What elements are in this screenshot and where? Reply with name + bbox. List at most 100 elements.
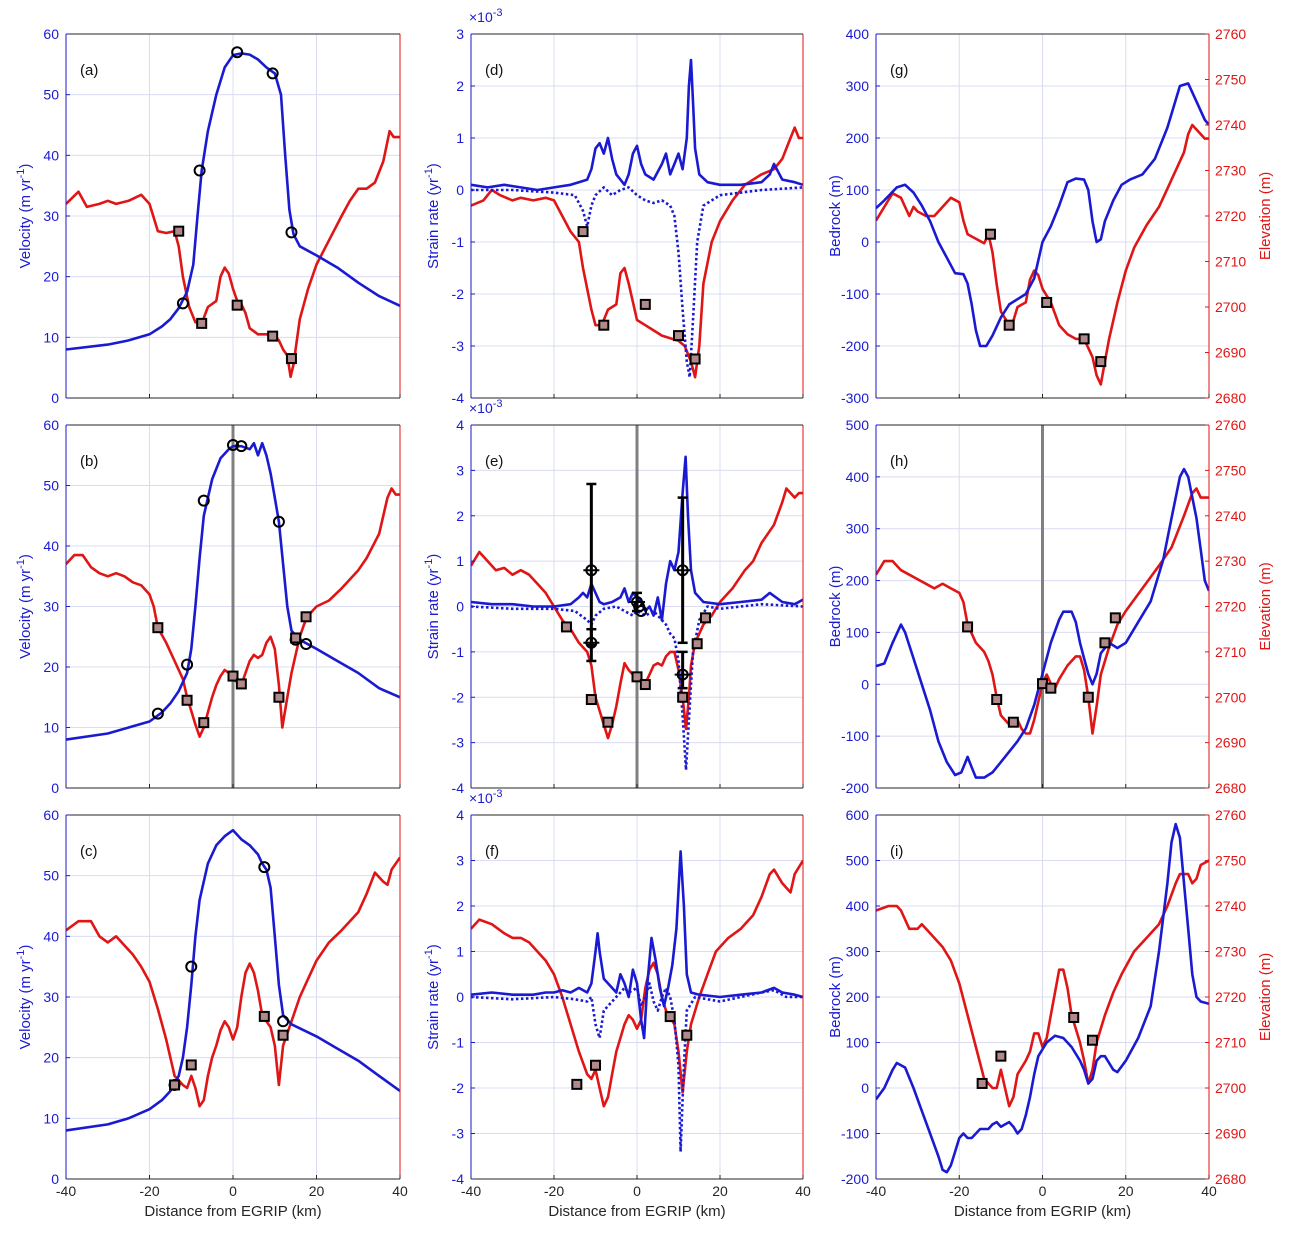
circle-marker [300, 638, 313, 651]
data-layer [66, 46, 400, 379]
panel-b: 0 10 20 30 40 50 60 Velocity (m yr-1) (b) [15, 417, 401, 796]
x-tick-label: -40 [866, 1183, 886, 1199]
square-marker [267, 330, 279, 342]
y-tick-label-left: 0 [861, 1080, 869, 1096]
y-tick-label-right: 2700 [1215, 689, 1246, 705]
circle-marker [277, 1015, 290, 1028]
square-marker [1045, 682, 1057, 694]
square-marker [227, 670, 239, 682]
x-tick-label: 0 [633, 1183, 641, 1199]
x-tick-label: -20 [139, 1183, 159, 1199]
y-tick-label-left: 100 [846, 182, 870, 198]
y-tick-label-left: 600 [846, 807, 870, 823]
x-axis-label: Distance from EGRIP (km) [548, 1203, 725, 1220]
square-marker [677, 691, 689, 703]
y-tick-label-left: 2 [456, 508, 464, 524]
square-marker [681, 1029, 693, 1041]
y-tick-label-left: 400 [846, 469, 870, 485]
panel-g: -300 -200 -100 0 100 200 300 400 Bedrock (m) 2680… [827, 26, 1274, 406]
y-tick-label-left: 2 [456, 78, 464, 94]
y-tick-label-left: 30 [43, 208, 59, 224]
square-marker [991, 694, 1003, 706]
square-marker [577, 226, 589, 238]
square-marker [1086, 1034, 1098, 1046]
x-tick-label: -40 [56, 1183, 76, 1199]
y-tick-label-left: -1 [452, 1035, 465, 1051]
y-tick-label-right: 2700 [1215, 299, 1246, 315]
circle-marker [235, 440, 248, 453]
square-marker [1099, 637, 1111, 649]
square-marker [169, 1079, 181, 1091]
square-marker [639, 298, 651, 310]
y-axis-label-left: Bedrock (m) [827, 956, 844, 1038]
y-tick-label-left: -2 [452, 689, 465, 705]
y-tick-label-right: 2700 [1215, 1080, 1246, 1096]
y-tick-label-left: 400 [846, 26, 870, 42]
x-tick-label: 0 [229, 1183, 237, 1199]
square-marker [984, 228, 996, 240]
square-marker [181, 694, 193, 706]
y-tick-label-left: -3 [452, 735, 465, 751]
square-marker [285, 353, 297, 365]
circle-marker [176, 297, 189, 310]
panel-label: (f) [485, 843, 499, 860]
y-tick-label-left: -3 [452, 338, 465, 354]
y-tick-label-right: 2680 [1215, 1171, 1246, 1187]
panel-label: (d) [485, 62, 503, 79]
y-tick-label-right: 2680 [1215, 390, 1246, 406]
y-tick-label-left: -1 [452, 644, 465, 660]
square-marker [1041, 296, 1053, 308]
y-tick-label-right: 2720 [1215, 989, 1246, 1005]
series-blue-solid [471, 455, 803, 622]
y-tick-label-left: 1 [456, 130, 464, 146]
panel-label: (h) [890, 453, 908, 470]
square-marker [691, 638, 703, 650]
y-tick-label-right: 2760 [1215, 807, 1246, 823]
y-tick-label-right: 2690 [1215, 735, 1246, 751]
y-tick-label-left: 10 [43, 329, 59, 345]
y-tick-label-left: 50 [43, 868, 59, 884]
square-marker [639, 679, 651, 691]
series-blue-solid [66, 828, 400, 1132]
panel-e: -4 -3 -2 -1 0 1 2 3 4 ×10-3 Strain rate (yr-1) (e) [423, 398, 804, 796]
square-marker [1007, 716, 1019, 728]
x-tick-label: 40 [1201, 1183, 1217, 1199]
y-tick-label-left: 60 [43, 807, 59, 823]
panel-label: (g) [890, 62, 908, 79]
y-tick-label-left: -300 [841, 390, 869, 406]
x-tick-label: 20 [309, 1183, 325, 1199]
circle-marker [676, 668, 689, 681]
circle-marker [585, 564, 598, 577]
y-tick-label-left: -2 [452, 1080, 465, 1096]
x-tick-label: 20 [712, 1183, 728, 1199]
square-marker [962, 621, 974, 633]
y-tick-label-left: 500 [846, 417, 870, 433]
series-blue-solid [66, 52, 400, 351]
y-tick-label-right: 2740 [1215, 508, 1246, 524]
y-tick-label-right: 2740 [1215, 898, 1246, 914]
y-tick-label-left: 100 [846, 1035, 870, 1051]
x-tick-label: -40 [461, 1183, 481, 1199]
series-blue-dotted [471, 982, 803, 1153]
y-tick-label-left: 400 [846, 898, 870, 914]
y-axis-label-left: Velocity (m yr-1) [15, 945, 34, 1050]
y-tick-label-left: 1 [456, 944, 464, 960]
panel-label: (a) [80, 62, 98, 79]
y-tick-label-left: -1 [452, 234, 465, 250]
x-tick-label: 20 [1118, 1183, 1134, 1199]
circle-marker [193, 164, 206, 177]
data-layer [66, 828, 400, 1132]
series-red-0 [66, 856, 400, 1108]
y-tick-label-right: 2750 [1215, 462, 1246, 478]
y-axis-label-left: Velocity (m yr-1) [15, 554, 34, 659]
square-marker [598, 319, 610, 331]
square-marker [231, 299, 243, 311]
y-tick-label-left: 0 [861, 234, 869, 250]
square-marker [185, 1059, 197, 1071]
circle-marker [285, 226, 298, 239]
y-axis-label-left: Bedrock (m) [827, 175, 844, 257]
square-marker [198, 717, 210, 729]
y-tick-label-right: 2750 [1215, 853, 1246, 869]
